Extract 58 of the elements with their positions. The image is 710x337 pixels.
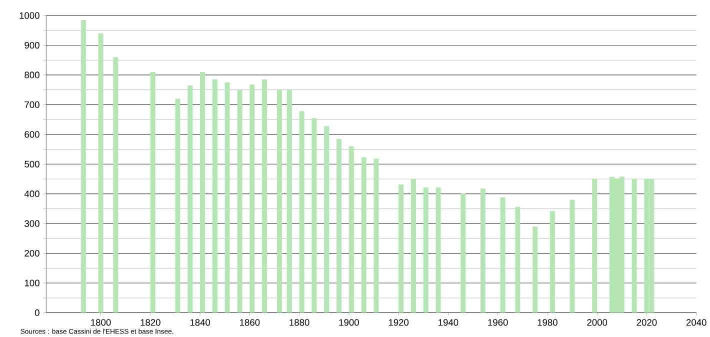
bar <box>398 184 404 313</box>
y-tick-label: 200 <box>24 250 40 257</box>
bar <box>632 178 637 313</box>
x-tick-label: 1800 <box>91 319 111 326</box>
bar <box>460 193 466 313</box>
bar <box>175 98 180 313</box>
y-tick-label: 100 <box>24 280 40 286</box>
y-tick-label: 500 <box>24 160 40 168</box>
x-tick-label: 1840 <box>190 319 210 326</box>
bar <box>312 118 317 313</box>
bar <box>515 206 520 313</box>
bar <box>410 178 416 313</box>
x-tick-label: 1860 <box>240 319 260 326</box>
bar <box>262 79 268 313</box>
bar <box>348 146 354 313</box>
x-tick-label: 1960 <box>488 319 508 326</box>
bar <box>361 157 366 313</box>
bar <box>200 72 206 313</box>
y-tick-label: 300 <box>24 220 40 227</box>
bar <box>113 57 118 313</box>
y-tick-label: 800 <box>24 72 40 78</box>
x-tick-label: 2000 <box>587 319 608 326</box>
bar <box>480 188 486 313</box>
bar <box>98 33 104 313</box>
y-tick-label: 1000 <box>20 12 40 19</box>
x-tick-label: 1820 <box>140 319 160 326</box>
y-tick-label: 700 <box>24 101 40 108</box>
y-tick-label: 600 <box>24 131 40 138</box>
bar <box>570 200 575 313</box>
bar <box>592 178 598 313</box>
bar <box>250 84 255 313</box>
bar <box>436 187 441 313</box>
bar <box>237 90 242 313</box>
x-tick-label: 1920 <box>388 319 409 326</box>
bar <box>286 89 292 313</box>
x-tick-label: 1980 <box>538 319 558 326</box>
x-tick-label: 2040 <box>686 319 706 326</box>
x-tick-label: 1880 <box>290 319 310 326</box>
bar <box>276 89 282 313</box>
bar <box>500 197 506 313</box>
bar <box>374 158 379 313</box>
bar <box>188 85 193 313</box>
y-tick-label: 0 <box>34 309 40 316</box>
x-tick-label: 2020 <box>636 319 657 326</box>
x-tick-label: 1940 <box>438 319 458 326</box>
bar <box>80 20 86 313</box>
bar <box>550 211 555 313</box>
x-tick-label: 1900 <box>339 319 359 326</box>
y-tick-label: 400 <box>24 190 40 198</box>
bar <box>299 111 304 313</box>
y-tick-label: 900 <box>24 42 40 49</box>
bar <box>324 126 330 313</box>
bar <box>423 187 428 313</box>
bar <box>336 138 342 313</box>
bar <box>150 72 156 313</box>
bar <box>224 82 230 313</box>
bar <box>532 226 538 313</box>
bar <box>212 79 218 313</box>
